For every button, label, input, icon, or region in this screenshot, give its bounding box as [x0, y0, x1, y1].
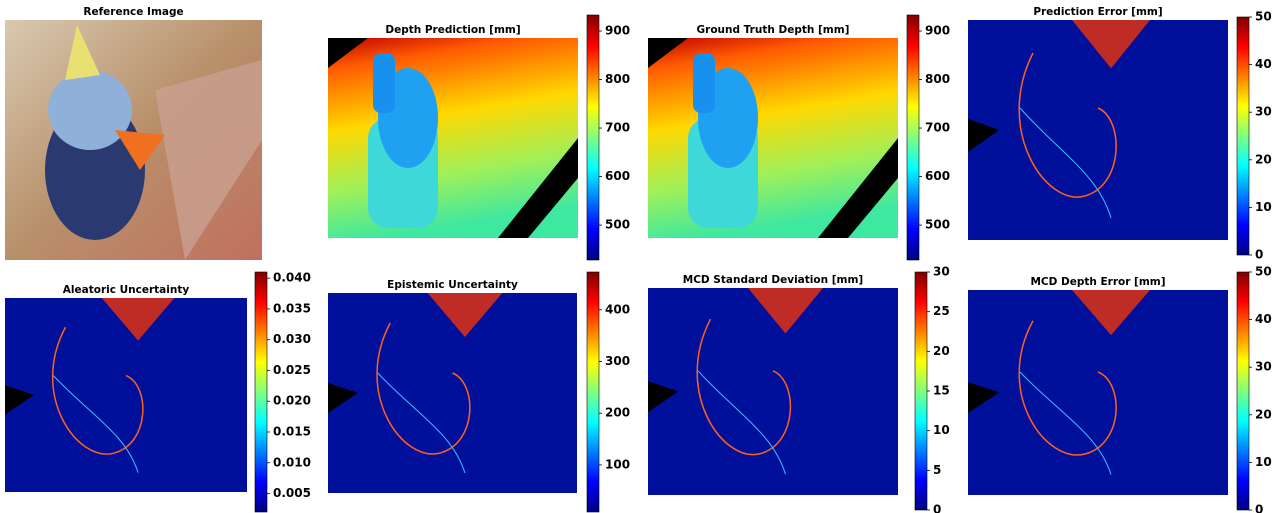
image: [968, 20, 1228, 240]
error-bg: [648, 288, 898, 495]
colorbar-tick-label: 5: [933, 463, 941, 477]
colorbar-tick-label: 20: [1255, 407, 1272, 421]
colorbar-tick-label: 800: [925, 72, 950, 86]
colorbar-tick-label: 0.020: [273, 394, 311, 408]
colorbar-tick-label: 900: [605, 24, 630, 38]
image: [5, 20, 262, 260]
object-crest: [693, 53, 715, 113]
error-bg: [968, 290, 1228, 495]
colorbar-tick-label: 0.010: [273, 455, 311, 469]
colorbar-tick-label: 15: [933, 384, 950, 398]
colorbar-tick-label: 40: [1255, 57, 1272, 71]
colorbar-tick-label: 40: [1255, 312, 1272, 326]
colorbar: [1237, 17, 1249, 255]
panel-title: Ground Truth Depth [mm]: [697, 24, 850, 36]
panel-title: Reference Image: [83, 6, 183, 18]
colorbar-tick-label: 0.040: [273, 271, 311, 285]
colorbar-tick-label: 10: [1255, 200, 1272, 214]
colorbar-tick-label: 700: [925, 121, 950, 135]
colorbar-tick-label: 600: [925, 169, 950, 183]
error-bg: [328, 293, 577, 493]
image: [328, 293, 577, 493]
panel-title: MCD Standard Deviation [mm]: [683, 274, 863, 286]
panel-title: Epistemic Uncertainty: [387, 279, 518, 291]
colorbar-tick-label: 10: [1255, 455, 1272, 469]
colorbar-tick-label: 25: [933, 304, 950, 318]
colorbar-tick-label: 20: [933, 344, 950, 358]
panel-title: Prediction Error [mm]: [1033, 6, 1162, 18]
image: [328, 38, 578, 238]
error-bg: [5, 298, 247, 492]
colorbar-tick-label: 50: [1255, 265, 1272, 279]
colorbar-tick-label: 30: [933, 265, 950, 279]
colorbar: [255, 272, 267, 512]
colorbar-tick-label: 30: [1255, 105, 1272, 119]
colorbar: [1237, 272, 1249, 510]
colorbar-tick-label: 400: [605, 302, 630, 316]
colorbar-tick-label: 0.005: [273, 486, 311, 500]
panel-title: Depth Prediction [mm]: [385, 24, 520, 36]
colorbar-tick-label: 10: [933, 423, 950, 437]
colorbar-tick-label: 20: [1255, 152, 1272, 166]
error-bg: [968, 20, 1228, 240]
image: [648, 38, 898, 238]
colorbar-tick-label: 0.035: [273, 301, 311, 315]
colorbar-tick-label: 100: [605, 457, 630, 471]
colorbar: [915, 272, 927, 510]
colorbar-tick-label: 700: [605, 121, 630, 135]
colorbar-tick-label: 800: [605, 72, 630, 86]
colorbar-tick-label: 30: [1255, 360, 1272, 374]
image: [5, 298, 247, 492]
colorbar-tick-label: 300: [605, 354, 630, 368]
colorbar-tick-label: 50: [1255, 10, 1272, 24]
colorbar: [587, 15, 599, 260]
colorbar-tick-label: 0: [1255, 248, 1263, 262]
image: [968, 290, 1228, 495]
figure: Reference ImageDepth Prediction [mm]5006…: [0, 0, 1275, 513]
panel-title: MCD Depth Error [mm]: [1030, 276, 1165, 288]
colorbar-tick-label: 500: [605, 218, 630, 232]
colorbar: [587, 272, 599, 512]
colorbar-tick-label: 500: [925, 218, 950, 232]
object-crest: [373, 53, 395, 113]
colorbar-tick-label: 0.030: [273, 332, 311, 346]
colorbar-tick-label: 600: [605, 169, 630, 183]
colorbar-tick-label: 0.015: [273, 425, 311, 439]
colorbar-tick-label: 900: [925, 24, 950, 38]
colorbar-tick-label: 200: [605, 406, 630, 420]
colorbar-tick-label: 0.025: [273, 363, 311, 377]
toy-head: [48, 70, 132, 150]
colorbar-tick-label: 0: [933, 503, 941, 513]
colorbar: [907, 15, 919, 260]
image: [648, 288, 898, 495]
colorbar-tick-label: 0: [1255, 503, 1263, 513]
panel-title: Aleatoric Uncertainty: [63, 284, 190, 296]
